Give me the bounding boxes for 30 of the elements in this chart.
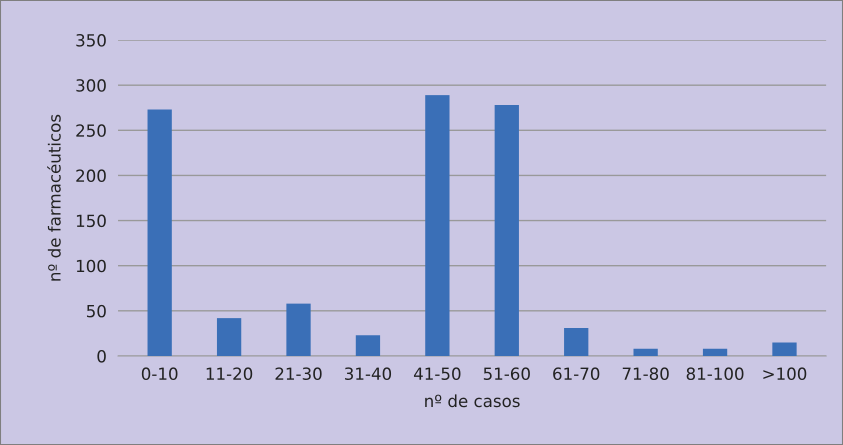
bar bbox=[425, 95, 450, 356]
x-axis-title: nº de casos bbox=[425, 394, 520, 408]
y-tick-label: 350 bbox=[76, 34, 106, 47]
x-tick-label: 71-80 bbox=[622, 367, 669, 380]
y-tick-label: 250 bbox=[76, 124, 106, 137]
y-tick-label: 200 bbox=[76, 169, 106, 182]
x-tick-label: 31-40 bbox=[345, 367, 392, 380]
bar bbox=[216, 318, 242, 356]
bar bbox=[702, 348, 728, 356]
y-tick-label: 0 bbox=[97, 350, 106, 363]
x-tick-label: 11-20 bbox=[206, 367, 252, 380]
x-tick-label: 0-10 bbox=[142, 367, 178, 380]
x-tick-label: >100 bbox=[763, 367, 806, 380]
bar bbox=[148, 110, 172, 356]
x-tick-label: 61-70 bbox=[553, 367, 600, 380]
bar bbox=[772, 342, 797, 356]
bar bbox=[633, 348, 658, 356]
y-tick-label: 50 bbox=[86, 304, 106, 318]
bar bbox=[356, 335, 380, 356]
x-tick-label: 51-60 bbox=[484, 367, 530, 380]
x-tick-label: 21-30 bbox=[276, 367, 322, 380]
bar bbox=[494, 105, 519, 356]
bar bbox=[286, 304, 311, 356]
y-tick-label: 300 bbox=[76, 79, 106, 92]
y-tick-label: 150 bbox=[76, 214, 106, 228]
bar bbox=[564, 328, 588, 356]
x-tick-label: 81-100 bbox=[686, 367, 744, 380]
y-axis-title: nº de farmacéuticos bbox=[47, 114, 61, 281]
y-tick-label: 100 bbox=[76, 260, 106, 272]
x-tick-label: 41-50 bbox=[414, 367, 460, 380]
